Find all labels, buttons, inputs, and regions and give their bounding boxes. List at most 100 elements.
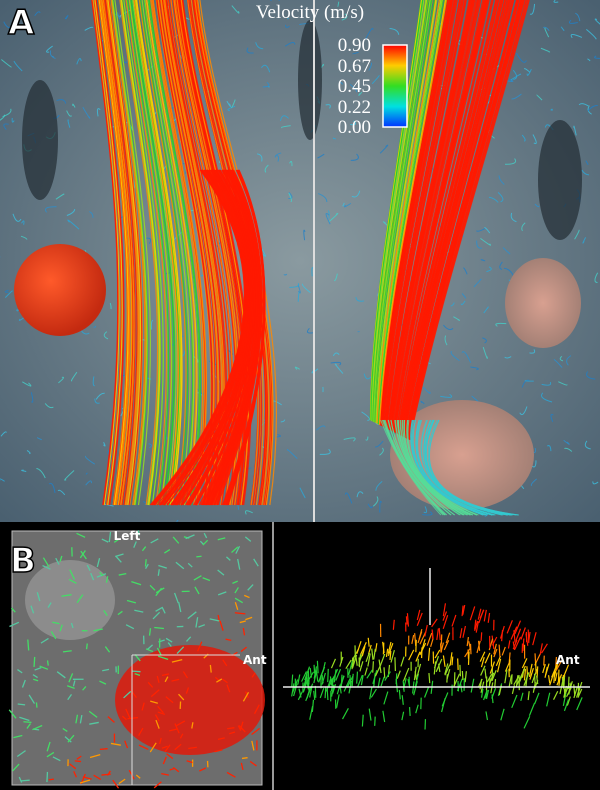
vector [419, 642, 427, 656]
streamline [182, 169, 254, 506]
vector [521, 658, 528, 669]
background-streamline [379, 447, 384, 456]
panel-label: A [8, 3, 35, 43]
vector [523, 715, 531, 729]
vector [253, 558, 259, 567]
background-streamline [327, 210, 330, 219]
vector [493, 648, 498, 658]
vector [528, 702, 536, 716]
background-streamline [94, 398, 100, 404]
background-streamline [371, 75, 380, 85]
vector [374, 643, 378, 652]
vector [202, 539, 209, 546]
vector [96, 558, 101, 568]
vector [157, 711, 166, 715]
vector [383, 667, 386, 679]
vector [442, 614, 449, 630]
vector [297, 691, 303, 701]
background-streamline [521, 134, 526, 142]
vector [117, 610, 123, 616]
colorbar-tick-label: 0.67 [338, 56, 371, 77]
background-streamline [276, 155, 280, 162]
vector [527, 629, 530, 644]
vector [340, 675, 345, 686]
vector [234, 587, 239, 594]
vector [242, 627, 246, 636]
vessel [14, 244, 106, 336]
vector [17, 669, 23, 674]
streamline [370, 0, 425, 421]
vector [442, 655, 446, 667]
vector [520, 692, 524, 701]
vector [150, 689, 160, 698]
background-streamline [560, 26, 565, 32]
streamline [412, 419, 488, 516]
background-streamline [58, 376, 64, 384]
vector [395, 673, 398, 685]
vector [511, 694, 518, 709]
vector [415, 704, 419, 714]
background-streamline [510, 73, 522, 81]
vector [131, 580, 142, 586]
vector [144, 563, 149, 570]
vector [558, 676, 561, 686]
vector [351, 673, 354, 687]
background-streamline [350, 153, 359, 161]
vector [515, 674, 523, 687]
flow-region [115, 645, 265, 755]
streamline [211, 169, 262, 506]
vector [105, 576, 109, 583]
vector [102, 668, 110, 672]
background-streamline [586, 371, 596, 380]
vector [321, 672, 326, 685]
streamline [91, 0, 119, 506]
vector [240, 646, 248, 653]
vector [61, 594, 72, 597]
background-streamline [461, 351, 472, 363]
streamline [120, 0, 161, 506]
background-streamline [230, 99, 236, 109]
streamline [385, 0, 464, 428]
vector [401, 711, 405, 721]
streamline [398, 0, 502, 435]
vector [39, 665, 49, 670]
background-streamline [70, 371, 78, 382]
vector [104, 646, 111, 653]
vector [307, 683, 314, 696]
vector [529, 667, 534, 680]
vector [55, 557, 60, 565]
background-streamline [34, 11, 41, 17]
background-streamline [3, 21, 12, 29]
vector [164, 744, 171, 753]
background-streamline [541, 381, 552, 386]
background-streamline [255, 42, 264, 50]
background-streamline [566, 355, 572, 366]
orientation-label: Ant [243, 653, 267, 667]
background-streamline [36, 467, 46, 479]
vector [108, 531, 112, 543]
background-streamline [505, 158, 517, 165]
background-streamline [476, 240, 483, 249]
vector [542, 664, 546, 674]
vector [67, 734, 75, 743]
vector [498, 644, 501, 658]
vector [239, 721, 244, 730]
vector [396, 670, 401, 679]
vector [390, 649, 395, 663]
background-streamline [564, 447, 573, 452]
vector [508, 652, 511, 665]
vector [118, 778, 126, 785]
vector [411, 634, 415, 645]
vector [438, 627, 441, 641]
background-streamline [145, 237, 152, 244]
background-streamline [372, 496, 379, 507]
vector [176, 646, 185, 654]
vector [234, 601, 239, 611]
vector [469, 606, 476, 621]
vector [132, 670, 141, 673]
vector [545, 663, 550, 676]
background-streamline [529, 3, 536, 15]
vector [9, 621, 20, 628]
background-streamline [574, 229, 580, 240]
